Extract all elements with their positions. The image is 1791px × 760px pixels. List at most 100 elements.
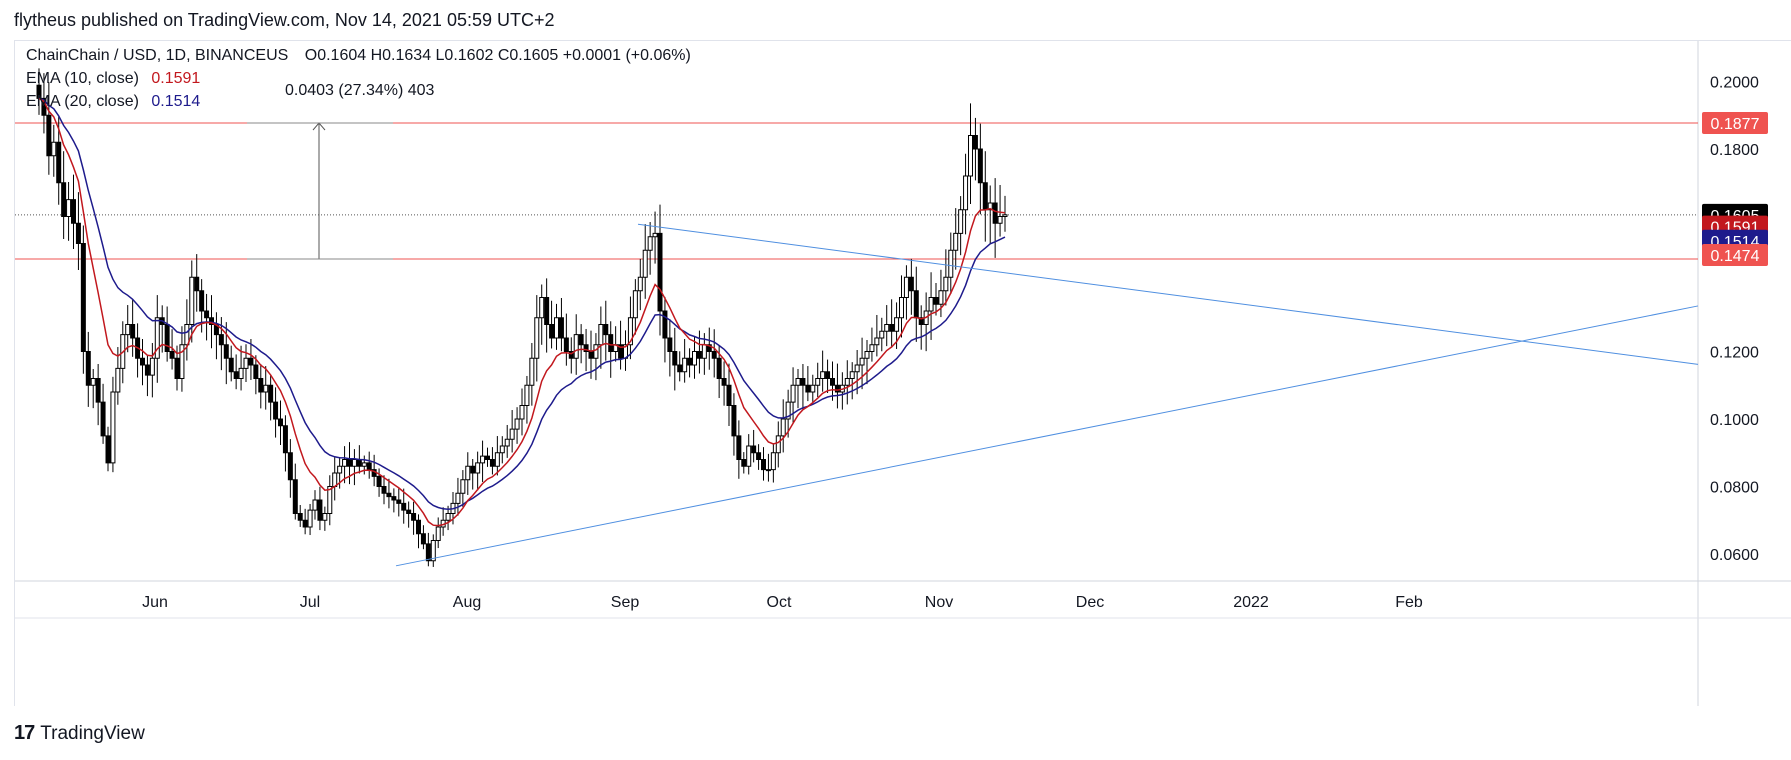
- candle-body: [815, 378, 821, 386]
- candle-body: [657, 232, 663, 312]
- candle-body: [884, 324, 890, 332]
- symbol-legend[interactable]: ChainChain / USD, 1D, BINANCEUS O0.1604 …: [26, 47, 691, 65]
- candle-body: [578, 334, 584, 346]
- candle-body: [972, 135, 978, 150]
- candle-body: [652, 232, 658, 238]
- price-label-badge: [1702, 112, 1768, 135]
- candle-body: [598, 324, 604, 346]
- candle-body: [943, 276, 949, 292]
- x-tick-label: Feb: [1395, 594, 1423, 611]
- price-label-badge: [1702, 243, 1768, 266]
- candle-body: [36, 84, 42, 99]
- candle-body: [218, 334, 224, 346]
- ema10-legend[interactable]: EMA (10, close) 0.1591: [26, 70, 200, 88]
- candle-body: [736, 435, 742, 460]
- candle-body: [795, 378, 801, 386]
- candle-body: [356, 459, 362, 467]
- candle-body: [238, 367, 244, 379]
- candle-body: [347, 459, 352, 467]
- y-tick-label: 0.0800: [1710, 480, 1759, 497]
- candle-body: [830, 378, 835, 386]
- candle-body: [662, 310, 668, 339]
- candle-body: [938, 290, 944, 305]
- candle-body: [573, 334, 579, 359]
- candle-body: [149, 357, 155, 376]
- candle-body: [485, 455, 490, 460]
- candle-body: [317, 499, 323, 521]
- candle-body: [756, 452, 762, 460]
- candle-body: [726, 384, 732, 406]
- ema20-legend[interactable]: EMA (20, close) 0.1514: [26, 93, 200, 111]
- candle-body: [140, 357, 145, 366]
- candle-body: [337, 465, 343, 474]
- candle-body: [430, 540, 436, 562]
- candle-body: [908, 276, 914, 292]
- candle-body: [100, 401, 106, 437]
- candle-body: [204, 310, 210, 319]
- candle-body: [130, 324, 136, 339]
- candle-body: [71, 199, 76, 224]
- candle-body: [790, 384, 796, 403]
- price-chart[interactable]: 0.2000 0.1800 0.1200 0.1000 0.0800 0.0600 Jun J…: [15, 41, 1791, 706]
- candle-body: [194, 276, 200, 292]
- candle-body: [775, 435, 781, 454]
- candle-body: [278, 418, 283, 427]
- candle-body: [810, 384, 816, 393]
- candle-body: [549, 324, 555, 339]
- candle-body: [66, 199, 72, 217]
- ema20-label: EMA (20, close): [26, 93, 139, 110]
- candle-body: [56, 141, 62, 184]
- candle-body: [692, 351, 697, 366]
- candle-body: [445, 513, 451, 521]
- candle-body: [169, 351, 175, 359]
- candle-body: [953, 232, 959, 251]
- candle-body: [465, 465, 471, 481]
- candle-body: [849, 371, 855, 379]
- candle-body: [164, 324, 170, 352]
- candle-body: [785, 401, 791, 420]
- candle-body: [844, 378, 850, 386]
- y-tick-label: 0.1000: [1710, 412, 1759, 429]
- candle-body: [489, 459, 495, 467]
- candle-body: [282, 425, 288, 454]
- candle-body: [805, 384, 811, 393]
- candle-body: [455, 492, 461, 504]
- candle-body: [928, 297, 934, 312]
- y-tick-label: 0.2000: [1710, 75, 1759, 92]
- ema20-line: [38, 97, 1006, 510]
- footer-brand[interactable]: 17 TradingView: [14, 722, 145, 745]
- candle-body: [682, 357, 688, 373]
- candle-body: [603, 324, 609, 336]
- candle-body: [534, 317, 540, 359]
- candle-body: [228, 357, 234, 373]
- candle-body: [563, 337, 569, 352]
- candle-body: [509, 428, 515, 440]
- candle-body: [406, 509, 412, 514]
- candle-body: [933, 297, 939, 305]
- candle-body: [913, 290, 919, 319]
- candle-body: [997, 216, 1003, 224]
- ema20-value: 0.1514: [151, 93, 201, 110]
- candle-body: [948, 249, 954, 278]
- candle-body: [494, 452, 500, 467]
- chart-frame[interactable]: 0.2000 0.1800 0.1200 0.1000 0.0800 0.0600 Jun J…: [14, 40, 1791, 706]
- x-tick-label: Jul: [300, 594, 320, 611]
- candle-body: [514, 418, 520, 430]
- candle-body: [854, 364, 860, 373]
- candle-body: [716, 357, 722, 379]
- candle-body: [105, 435, 111, 464]
- candle-body: [342, 459, 348, 467]
- candle-body: [85, 351, 91, 386]
- candle-body: [608, 334, 614, 352]
- candle-body: [411, 513, 417, 521]
- candle-body: [90, 378, 96, 386]
- candle-body: [918, 317, 924, 325]
- candle-body: [519, 405, 525, 420]
- candle-body: [154, 317, 160, 359]
- candle-body: [287, 452, 293, 481]
- x-tick-label: Aug: [453, 594, 481, 611]
- candle-body: [174, 357, 180, 379]
- candle-body: [761, 459, 766, 471]
- candle-body: [568, 351, 574, 359]
- candle-body: [963, 175, 969, 211]
